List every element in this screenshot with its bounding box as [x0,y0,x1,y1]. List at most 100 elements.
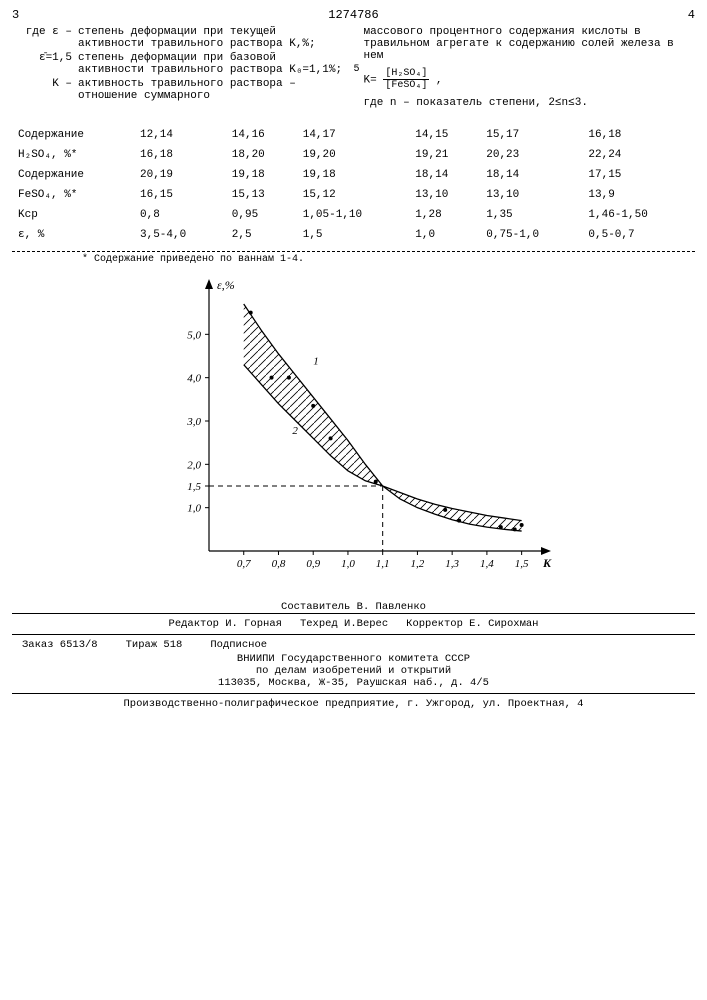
row-label: ε, % [12,225,134,245]
table-cell: 16,18 [134,145,226,165]
table-cell: 14,15 [409,125,480,145]
svg-text:1,2: 1,2 [410,558,424,570]
formula-numerator: [H₂SO₄] [383,68,429,80]
svg-text:1,5: 1,5 [187,481,201,493]
table-cell: 1,28 [409,205,480,225]
printer-line: Производственно-полиграфическое предприя… [12,698,695,710]
svg-text:1,1: 1,1 [375,558,389,570]
table-row: H₂SO₄, %*16,1818,2019,2019,2120,2322,24 [12,145,695,165]
svg-text:1,4: 1,4 [480,558,494,570]
table-cell: 0,5-0,7 [582,225,695,245]
org-line-2: по делам изобретений и открытий [12,665,695,677]
techred-credit: Техред И.Верес [300,618,388,630]
table-cell: 17,15 [582,165,695,185]
table-cell: 0,8 [134,205,226,225]
patent-number: 1274786 [328,8,378,22]
def-text-epsilon-base: степень деформации при базовой активност… [78,52,344,76]
table-cell: 14,16 [226,125,297,145]
table-cell: 14,17 [297,125,410,145]
svg-text:2: 2 [292,425,298,437]
table-cell: 15,17 [480,125,582,145]
table-cell: 15,13 [226,185,297,205]
table-cell: 12,14 [134,125,226,145]
order-number: Заказ 6513/8 [22,639,98,651]
table-cell: 1,05-1,10 [297,205,410,225]
table-cell: 19,18 [226,165,297,185]
formula-denominator: [FeSO₄] [383,80,429,91]
table-cell: 20,23 [480,145,582,165]
print-run: Тираж 518 [126,639,183,651]
table-row: Kср0,80,951,05-1,101,281,351,46-1,50 [12,205,695,225]
table-cell: 2,5 [226,225,297,245]
formula-k-label: K= [364,74,377,86]
svg-text:1,0: 1,0 [187,503,201,515]
table-cell: 3,5-4,0 [134,225,226,245]
table-cell: 22,24 [582,145,695,165]
page-header: 3 1274786 4 [12,8,695,22]
svg-text:3,0: 3,0 [186,416,201,428]
page-number-right: 4 [688,8,695,22]
definitions-block: где ε – степень деформации при текущей а… [12,26,695,109]
subscription: Подписное [210,639,267,651]
table-row: Содержание20,1919,1819,1818,1418,1417,15 [12,165,695,185]
def-text-epsilon: степень деформации при текущей активност… [78,26,344,50]
svg-text:1,5: 1,5 [514,558,528,570]
corrector-credit: Корректор Е. Сирохман [406,618,538,630]
table-cell: 16,18 [582,125,695,145]
table-row: FeSO₄, %*16,1515,1315,1213,1013,1013,9 [12,185,695,205]
credits-block: Составитель В. Павленко Редактор И. Горн… [12,601,695,710]
row-label: Kср [12,205,134,225]
table-cell: 1,5 [297,225,410,245]
table-cell: 13,10 [480,185,582,205]
col-number-5: 5 [354,64,360,75]
def-symbol-k: K – [12,78,78,102]
composition-table: Содержание12,1414,1614,1714,1515,1716,18… [12,125,695,245]
svg-text:0,9: 0,9 [306,558,320,570]
compiler-credit: Составитель В. Павленко [12,601,695,613]
table-cell: 0,75-1,0 [480,225,582,245]
table-cell: 19,18 [297,165,410,185]
svg-text:ε,%: ε,% [217,278,235,292]
table-cell: 20,19 [134,165,226,185]
epsilon-vs-k-chart: 0,7 0,8 0,9 1,0 1,1 1,2 1,3 1,4 1,5 1,0 1,5 2,0 3,0 4… [154,271,554,591]
editor-credit: Редактор И. Горная [169,618,282,630]
table-bottom-rule [12,251,695,252]
row-label: Содержание [12,125,134,145]
row-label: H₂SO₄, %* [12,145,134,165]
svg-text:1,3: 1,3 [445,558,459,570]
org-line-1: ВНИИПИ Государственного комитета СССР [12,653,695,665]
svg-text:5,0: 5,0 [187,329,201,341]
def-right-continuation: массового процентного содержания кислоты… [364,26,696,62]
table-cell: 0,95 [226,205,297,225]
table-row: ε, %3,5-4,02,51,51,00,75-1,00,5-0,7 [12,225,695,245]
table-cell: 13,10 [409,185,480,205]
svg-text:4,0: 4,0 [187,373,201,385]
def-symbol-epsilon-base: ε̄=1,5 [12,52,78,76]
table-cell: 18,20 [226,145,297,165]
table-cell: 1,46-1,50 [582,205,695,225]
svg-text:1,0: 1,0 [341,558,355,570]
table-row: Содержание12,1414,1614,1714,1515,1716,18 [12,125,695,145]
table-footnote: * Содержание приведено по ваннам 1-4. [12,254,695,265]
svg-text:0,7: 0,7 [236,558,250,570]
table-cell: 19,21 [409,145,480,165]
svg-text:1: 1 [313,356,319,368]
credits-rule [12,693,695,694]
table-cell: 13,9 [582,185,695,205]
row-label: Содержание [12,165,134,185]
org-line-3: 113035, Москва, Ж-35, Раушская наб., д. … [12,677,695,689]
table-cell: 16,15 [134,185,226,205]
def-symbol-epsilon: где ε – [12,26,78,50]
svg-text:0,8: 0,8 [271,558,285,570]
formula-k: K= [H₂SO₄] [FeSO₄] , [364,68,696,91]
row-label: FeSO₄, %* [12,185,134,205]
svg-text:2,0: 2,0 [187,459,201,471]
table-cell: 18,14 [480,165,582,185]
table-cell: 18,14 [409,165,480,185]
table-cell: 1,0 [409,225,480,245]
table-cell: 15,12 [297,185,410,205]
def-right-n: где n – показатель степени, 2≤n≤3. [364,97,696,109]
svg-text:K: K [542,556,552,570]
def-text-k: активность травильного раствора – отноше… [78,78,344,102]
table-cell: 1,35 [480,205,582,225]
